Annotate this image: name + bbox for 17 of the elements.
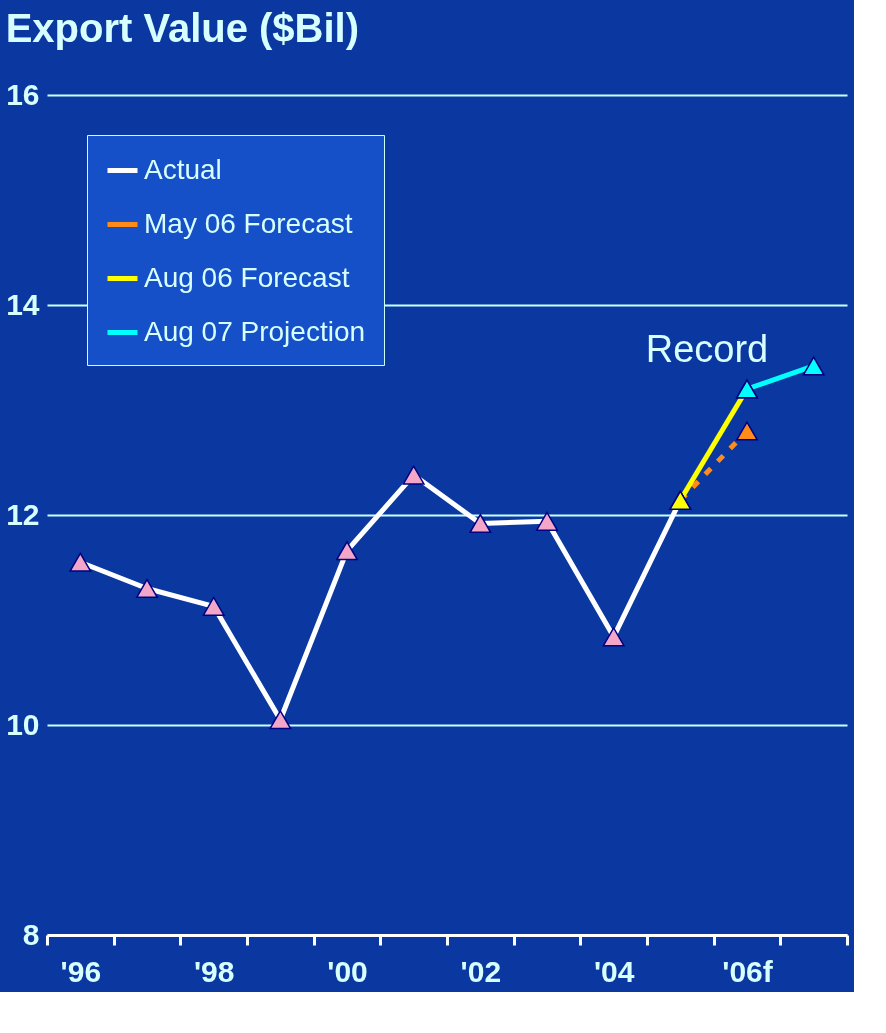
legend-label: Aug 06 Forecast xyxy=(144,261,350,293)
legend-label: Aug 07 Projection xyxy=(144,315,366,347)
legend-label: May 06 Forecast xyxy=(144,207,353,239)
annotation: Record xyxy=(645,328,769,370)
x-tick-label: '00 xyxy=(327,954,368,988)
x-tick-label: '98 xyxy=(193,954,235,988)
x-tick-label: '02 xyxy=(460,954,502,988)
y-tick-label: 14 xyxy=(6,287,40,321)
y-tick-label: 10 xyxy=(6,707,40,741)
y-tick-label: 12 xyxy=(6,497,40,531)
x-tick-label: '96 xyxy=(60,954,102,988)
legend-label: Actual xyxy=(144,153,222,185)
chart-title: Export Value ($Bil) xyxy=(5,6,360,50)
x-tick-label: '06f xyxy=(722,954,774,988)
x-tick-label: '04 xyxy=(593,954,635,988)
y-tick-label: 16 xyxy=(6,77,40,111)
y-tick-label: 8 xyxy=(22,917,40,951)
